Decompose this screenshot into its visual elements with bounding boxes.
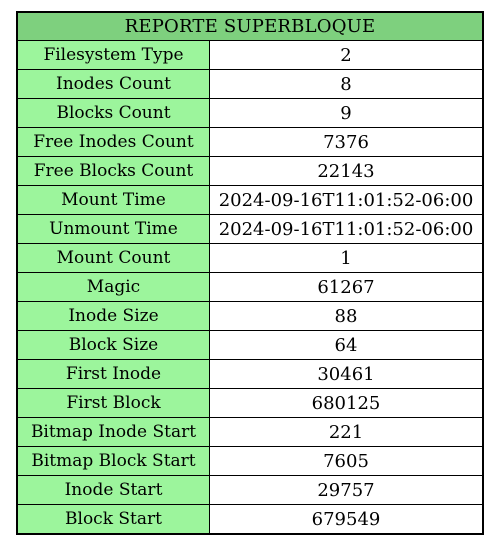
row-value: 22143 [209, 156, 483, 186]
table-row: Free Inodes Count 7376 [17, 127, 483, 157]
table-row: Mount Time 2024-09-16T11:01:52-06:00 [17, 185, 483, 215]
row-label: Free Blocks Count [17, 156, 210, 186]
row-value: 29757 [209, 475, 483, 505]
table-row: Unmount Time 2024-09-16T11:01:52-06:00 [17, 214, 483, 244]
row-label: Mount Time [17, 185, 210, 215]
row-value: 2024-09-16T11:01:52-06:00 [209, 185, 483, 215]
table-row: First Block 680125 [17, 388, 483, 418]
table-row: Filesystem Type 2 [17, 40, 483, 70]
row-label: Block Start [17, 504, 210, 534]
superblock-report: REPORTE SUPERBLOQUE Filesystem Type 2 In… [16, 11, 484, 535]
row-label: Blocks Count [17, 98, 210, 128]
table-row: Inode Size 88 [17, 301, 483, 331]
table-row: Inodes Count 8 [17, 69, 483, 99]
row-value: 7376 [209, 127, 483, 157]
superblock-table: REPORTE SUPERBLOQUE Filesystem Type 2 In… [17, 12, 483, 534]
row-label: Inodes Count [17, 69, 210, 99]
row-label: Bitmap Inode Start [17, 417, 210, 447]
table-row: Mount Count 1 [17, 243, 483, 273]
row-value: 680125 [209, 388, 483, 418]
table-body: Filesystem Type 2 Inodes Count 8 Blocks … [17, 40, 483, 534]
row-label: Block Size [17, 330, 210, 360]
row-label: First Inode [17, 359, 210, 389]
row-label: Mount Count [17, 243, 210, 273]
row-value: 1 [209, 243, 483, 273]
table-row: Bitmap Inode Start 221 [17, 417, 483, 447]
report-title: REPORTE SUPERBLOQUE [17, 12, 483, 41]
table-row: Inode Start 29757 [17, 475, 483, 505]
row-value: 679549 [209, 504, 483, 534]
row-label: Inode Size [17, 301, 210, 331]
row-value: 7605 [209, 446, 483, 476]
row-value: 2 [209, 40, 483, 70]
table-row: Blocks Count 9 [17, 98, 483, 128]
row-value: 64 [209, 330, 483, 360]
table-row: Bitmap Block Start 7605 [17, 446, 483, 476]
row-value: 8 [209, 69, 483, 99]
row-label: Bitmap Block Start [17, 446, 210, 476]
row-value: 2024-09-16T11:01:52-06:00 [209, 214, 483, 244]
row-value: 61267 [209, 272, 483, 302]
table-row: First Inode 30461 [17, 359, 483, 389]
row-label: First Block [17, 388, 210, 418]
row-label: Filesystem Type [17, 40, 210, 70]
table-row: Block Start 679549 [17, 504, 483, 534]
row-label: Inode Start [17, 475, 210, 505]
row-value: 88 [209, 301, 483, 331]
table-header-row: REPORTE SUPERBLOQUE [17, 12, 483, 41]
row-label: Free Inodes Count [17, 127, 210, 157]
table-row: Block Size 64 [17, 330, 483, 360]
table-row: Magic 61267 [17, 272, 483, 302]
row-label: Magic [17, 272, 210, 302]
row-value: 9 [209, 98, 483, 128]
row-value: 221 [209, 417, 483, 447]
row-value: 30461 [209, 359, 483, 389]
table-row: Free Blocks Count 22143 [17, 156, 483, 186]
row-label: Unmount Time [17, 214, 210, 244]
